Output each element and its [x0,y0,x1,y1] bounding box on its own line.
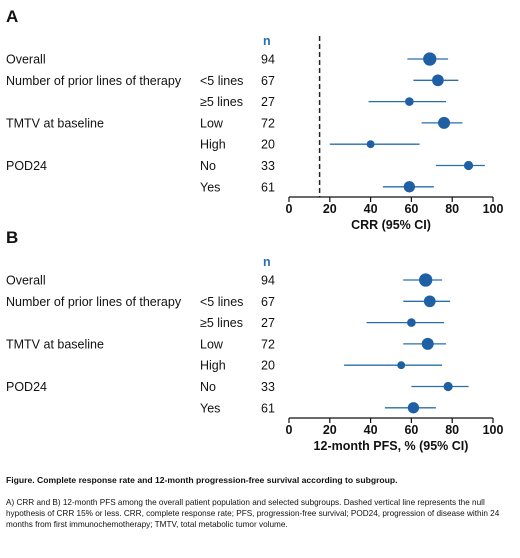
x-tick-label: 0 [286,202,293,216]
x-tick-label: 20 [323,202,337,216]
n-column-header: n [263,34,271,48]
row-sublabel: Yes [200,401,220,415]
x-tick-label: 80 [445,202,459,216]
row-sublabel: Low [200,116,224,130]
row-n-value: 33 [261,159,275,173]
row-sublabel: High [200,138,226,152]
panel-b: Bn Overall 94 Number of prior lines of ther… [6,228,503,453]
row-n-value: 72 [261,337,275,351]
row-label: POD24 [6,159,47,173]
x-tick-label: 100 [483,423,504,437]
row-label: Number of prior lines of therapy [6,295,182,309]
panel-letter: A [6,7,18,26]
x-tick-label: 40 [364,423,378,437]
point-estimate-marker [407,318,416,327]
row-n-value: 67 [261,74,275,88]
row-sublabel: High [200,359,226,373]
row-label: Overall [6,274,46,288]
x-tick-label: 20 [323,423,337,437]
figure-caption-text: A) CRR and B) 12-month PFS among the ove… [6,498,500,529]
row-sublabel: ≥5 lines [200,95,243,109]
figure-caption-title: Figure. Complete response rate and 12-mo… [6,475,398,485]
row-n-value: 20 [261,359,275,373]
x-tick-label: 60 [404,423,418,437]
x-axis-title: 12-month PFS, % (95% CI) [314,439,469,453]
point-estimate-marker [423,52,437,66]
row-label: Number of prior lines of therapy [6,74,182,88]
row-label: POD24 [6,380,47,394]
point-estimate-marker [397,361,406,370]
row-n-value: 61 [261,401,275,415]
row-n-value: 27 [261,95,275,109]
row-label: Overall [6,53,46,67]
point-estimate-marker [407,402,420,414]
n-column-header: n [263,255,271,269]
x-axis-title: CRR (95% CI) [351,218,431,232]
row-sublabel: ≥5 lines [200,316,243,330]
forest-plot-figure: An Overall 94 Number of prior lines of ther… [6,7,503,453]
x-tick-label: 100 [483,202,504,216]
row-n-value: 94 [261,274,275,288]
row-sublabel: <5 lines [200,295,243,309]
row-n-value: 94 [261,53,275,67]
x-tick-label: 40 [364,202,378,216]
row-n-value: 27 [261,316,275,330]
x-tick-label: 60 [404,202,418,216]
point-estimate-marker [421,337,434,350]
panel-letter: B [6,228,18,247]
row-label: TMTV at baseline [6,337,104,351]
point-estimate-marker [419,273,433,287]
row-label: TMTV at baseline [6,116,104,130]
row-n-value: 33 [261,380,275,394]
row-sublabel: <5 lines [200,74,243,88]
point-estimate-marker [463,160,474,171]
row-sublabel: Yes [200,180,220,194]
row-n-value: 61 [261,180,275,194]
row-n-value: 67 [261,295,275,309]
point-estimate-marker [423,295,436,308]
point-estimate-marker [432,74,444,87]
x-tick-label: 0 [286,423,293,437]
x-tick-label: 80 [445,423,459,437]
row-sublabel: No [200,159,216,173]
point-estimate-marker [403,181,416,193]
panel-a: An Overall 94 Number of prior lines of ther… [6,7,503,232]
point-estimate-marker [443,381,453,392]
point-estimate-marker [438,116,451,129]
row-sublabel: Low [200,337,224,351]
row-n-value: 20 [261,138,275,152]
row-n-value: 72 [261,116,275,130]
point-estimate-marker [405,97,414,106]
row-sublabel: No [200,380,216,394]
point-estimate-marker [366,140,375,149]
